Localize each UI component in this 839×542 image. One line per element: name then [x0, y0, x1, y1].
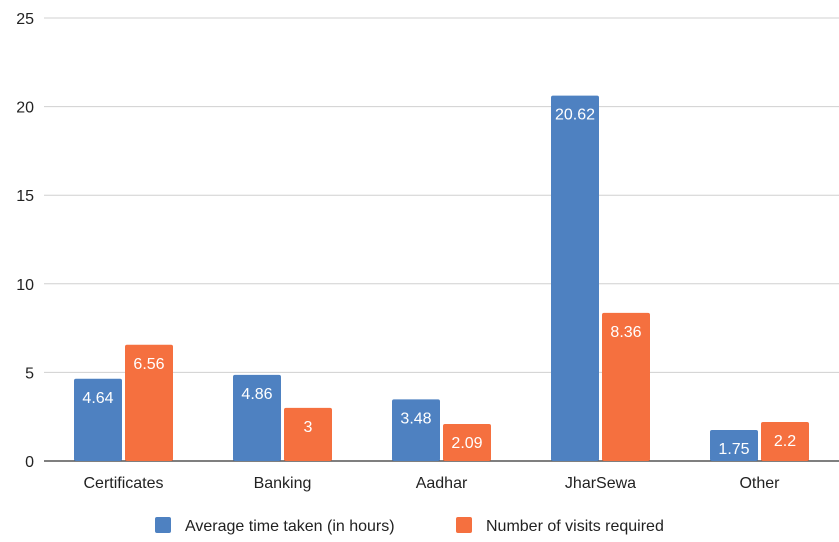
legend-swatch-1 [155, 517, 171, 533]
data-label: 2.2 [774, 433, 796, 450]
data-label: 3 [304, 419, 313, 436]
x-category-label: Banking [254, 475, 312, 492]
y-tick-label: 0 [25, 454, 34, 471]
bar-banking-series-1 [233, 374, 281, 461]
legend: Average time taken (in hours) Number of v… [155, 517, 664, 535]
x-category-label: Certificates [83, 475, 163, 492]
bars [74, 95, 809, 462]
y-tick-label: 10 [16, 277, 34, 294]
data-label: 2.09 [451, 435, 482, 452]
legend-label-1: Average time taken (in hours) [185, 518, 395, 535]
legend-swatch-2 [456, 517, 472, 533]
x-category-label: JharSewa [565, 475, 636, 492]
bar-certificates-series-2 [125, 344, 173, 461]
y-tick-label: 15 [16, 188, 34, 205]
data-label: 3.48 [400, 410, 431, 427]
data-label: 4.86 [241, 386, 272, 403]
bar-banking-series-2 [284, 407, 332, 461]
data-labels: 4.64 6.56 4.86 3 3.48 2.09 20.62 8.36 1.75 2.2 [82, 107, 796, 458]
bar-aadhar-series-1 [392, 399, 440, 461]
bar-jharsewa-series-2 [602, 312, 650, 461]
bar-other-series-1 [710, 429, 758, 461]
y-tick-label: 20 [16, 100, 34, 117]
bar-other-series-2 [761, 422, 809, 461]
data-label: 20.62 [555, 107, 595, 124]
legend-label-2: Number of visits required [486, 518, 664, 535]
bar-aadhar-series-2 [443, 423, 491, 461]
data-label: 4.64 [82, 390, 113, 407]
data-label: 6.56 [133, 356, 164, 373]
x-category-label: Other [739, 475, 780, 492]
x-axis-categories: Certificates Banking Aadhar JharSewa Other [83, 475, 780, 492]
gridlines [44, 17, 839, 462]
x-category-label: Aadhar [416, 475, 468, 492]
data-label: 1.75 [718, 441, 749, 458]
y-tick-label: 5 [25, 365, 34, 382]
y-axis-ticks: 0 5 10 15 20 25 [16, 11, 34, 471]
bar-jharsewa-series-1 [551, 95, 599, 462]
y-tick-label: 25 [16, 11, 34, 28]
data-label: 8.36 [610, 324, 641, 341]
bar-certificates-series-1 [74, 378, 122, 461]
